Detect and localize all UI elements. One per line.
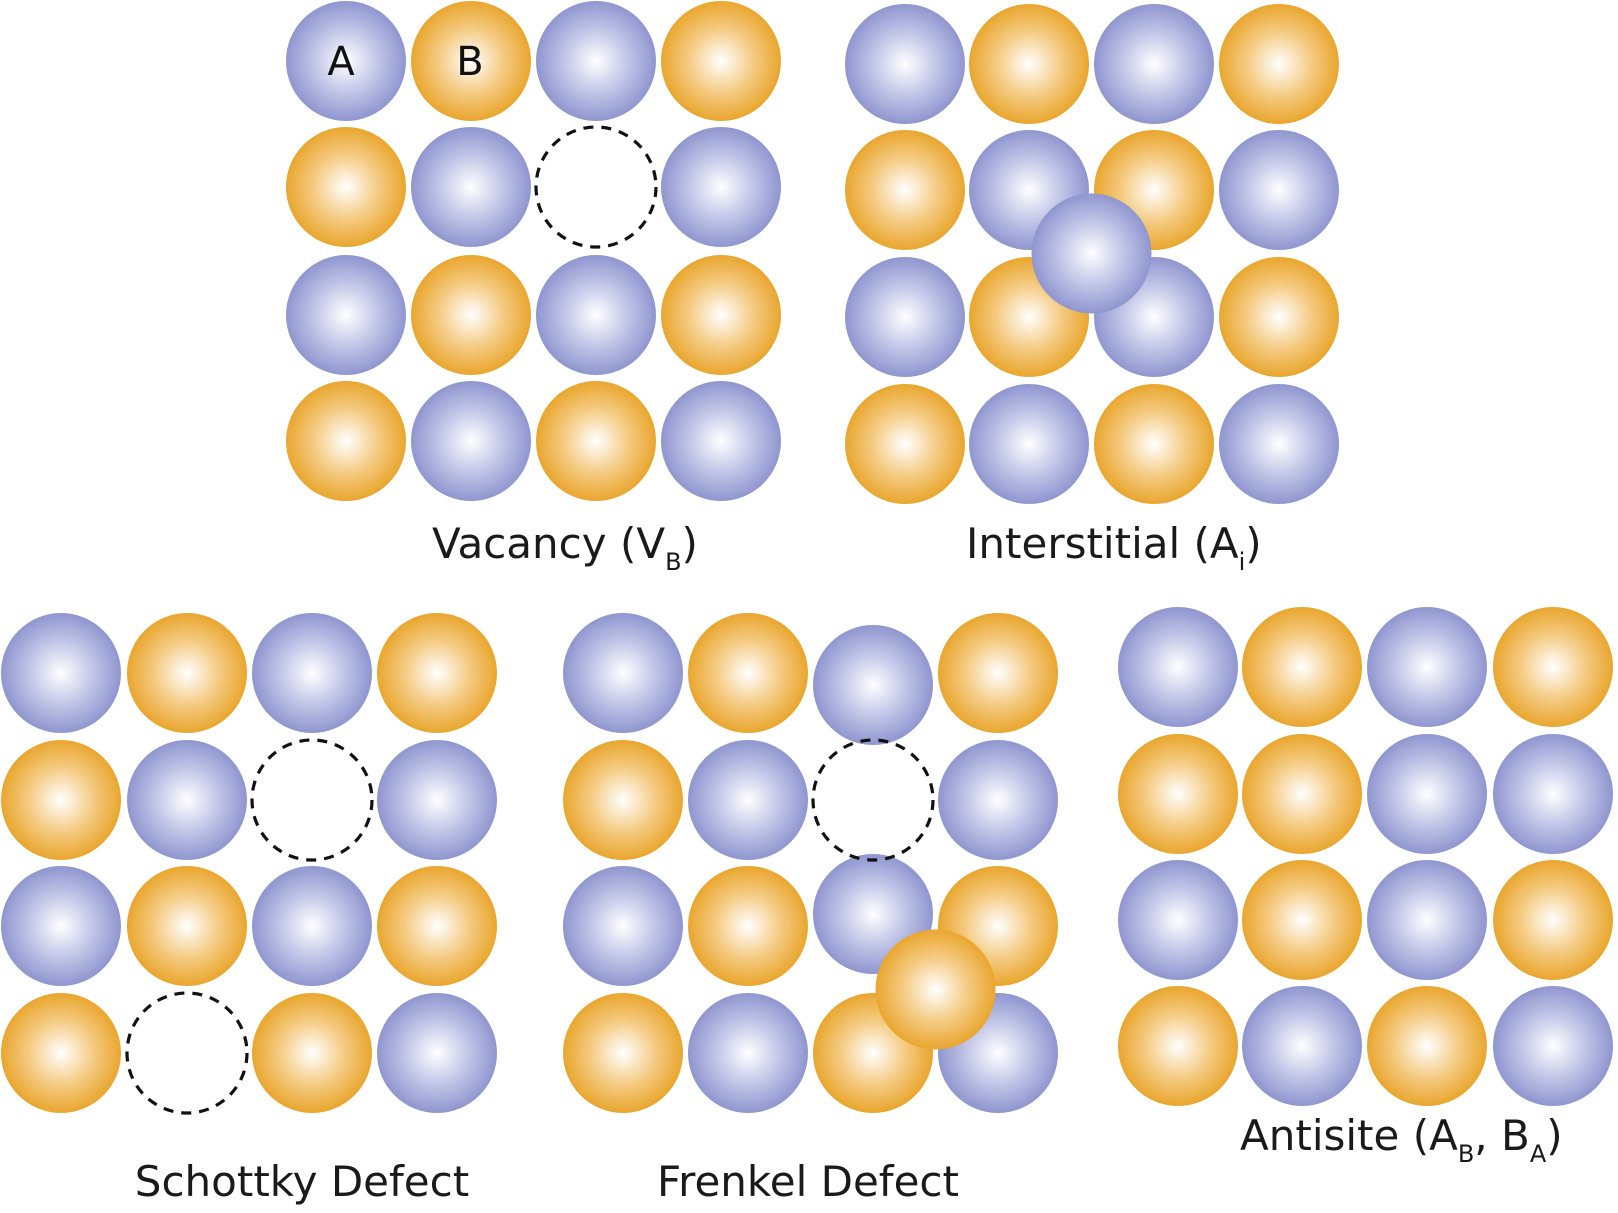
atom-b-r3-c2: [1094, 384, 1214, 504]
atom-b-r2-c1: [1242, 860, 1362, 980]
caption-antisite: Antisite (AB, BA): [1240, 1111, 1563, 1168]
atom-a-r0-c0: [1118, 607, 1238, 727]
atom-a-r3-c3: [661, 381, 781, 501]
interstitial-atom-a-0: [1031, 193, 1152, 314]
atom-a-r0-c2: [813, 625, 933, 745]
atom-a-r0-c2: [1367, 607, 1487, 727]
atom-b-r0-c3: [1219, 4, 1339, 124]
atom-b-r0-c3: [1493, 607, 1613, 727]
caption-frenkel: Frenkel Defect: [657, 1157, 959, 1206]
atom-b-r3-c0: [286, 381, 406, 501]
atom-b-r1-c0: [1118, 734, 1238, 854]
atom-a-r0-c2: [1094, 4, 1214, 124]
atom-a-r1-c1: [411, 127, 531, 247]
atom-a-r2-c0: [1118, 860, 1238, 980]
atom-a-r0-c0: [286, 1, 406, 121]
atom-a-r1-c3: [377, 740, 497, 860]
atom-b-r1-c0: [286, 127, 406, 247]
atom-b-r3-c2: [536, 381, 656, 501]
atom-b-r3-c0: [1118, 986, 1238, 1106]
atom-b-r2-c1: [688, 866, 808, 986]
atom-a-r2-c0: [563, 866, 683, 986]
atom-b-r2-c1: [127, 866, 247, 986]
atom-b-r3-c2: [1367, 986, 1487, 1106]
legend-letter-b: B: [456, 39, 483, 85]
interstitial-atom-b-0: [875, 929, 996, 1050]
atom-b-r0-c1: [688, 613, 808, 733]
atom-a-r2-c0: [286, 255, 406, 375]
atom-b-r0-c1: [969, 4, 1089, 124]
atom-b-r0-c1: [1242, 607, 1362, 727]
panel-antisite: [1118, 607, 1613, 1106]
atom-a-r2-c0: [1, 866, 121, 986]
atom-a-r0-c2: [252, 613, 372, 733]
vacancy-site-r1-c2: [534, 125, 658, 249]
atom-b-r3-c0: [1, 993, 121, 1113]
atom-b-r0-c1: [127, 613, 247, 733]
caption-vacancy: Vacancy (VB): [432, 519, 698, 576]
atom-a-r0-c0: [563, 613, 683, 733]
caption-interstitial: Interstitial (Ai): [966, 519, 1262, 576]
atom-b-r2-c3: [377, 866, 497, 986]
atom-a-r1-c3: [1493, 734, 1613, 854]
panel-interstitial: [845, 4, 1339, 504]
legend-letter-a: A: [327, 39, 355, 85]
atom-b-r1-c0: [845, 130, 965, 250]
atom-b-r1-c1: [1242, 734, 1362, 854]
atom-b-r3-c0: [563, 993, 683, 1113]
atom-a-r2-c2: [536, 255, 656, 375]
vacancy-site-r1-c2: [250, 738, 374, 862]
atom-b-r2-c1: [411, 255, 531, 375]
atom-a-r3-c3: [1219, 384, 1339, 504]
atom-b-r1-c0: [563, 740, 683, 860]
atom-a-r0-c0: [845, 4, 965, 124]
atom-a-r3-c3: [1493, 986, 1613, 1106]
atom-b-r3-c0: [845, 384, 965, 504]
vacancy-site-r3-c1: [125, 991, 249, 1115]
atom-b-r1-c0: [1, 740, 121, 860]
atom-a-r1-c3: [938, 740, 1058, 860]
atom-b-r2-c3: [1219, 257, 1339, 377]
atom-a-r3-c3: [377, 993, 497, 1113]
atom-a-r1-c3: [661, 127, 781, 247]
atom-a-r3-c1: [1242, 986, 1362, 1106]
atom-a-r1-c2: [1367, 734, 1487, 854]
atom-a-r3-c1: [411, 381, 531, 501]
atom-b-r0-c3: [377, 613, 497, 733]
atom-a-r1-c3: [1219, 130, 1339, 250]
atom-b-r0-c3: [661, 1, 781, 121]
atom-b-r2-c3: [661, 255, 781, 375]
atom-a-r1-c1: [127, 740, 247, 860]
atom-a-r2-c0: [845, 257, 965, 377]
atom-a-r2-c2: [252, 866, 372, 986]
panel-schottky: [1, 613, 497, 1115]
atom-b-r3-c2: [252, 993, 372, 1113]
atom-b-r0-c1: [411, 1, 531, 121]
vacancy-site-r1-c2: [811, 738, 935, 862]
atom-a-r3-c1: [688, 993, 808, 1113]
atom-a-r2-c2: [1367, 860, 1487, 980]
atom-a-r1-c1: [688, 740, 808, 860]
panel-frenkel: [563, 613, 1058, 1113]
panel-vacancy: [286, 1, 781, 501]
atom-a-r3-c1: [969, 384, 1089, 504]
atom-b-r0-c3: [938, 613, 1058, 733]
atom-a-r0-c0: [1, 613, 121, 733]
atom-a-r0-c2: [536, 1, 656, 121]
atom-b-r2-c3: [1493, 860, 1613, 980]
caption-schottky: Schottky Defect: [135, 1157, 469, 1206]
